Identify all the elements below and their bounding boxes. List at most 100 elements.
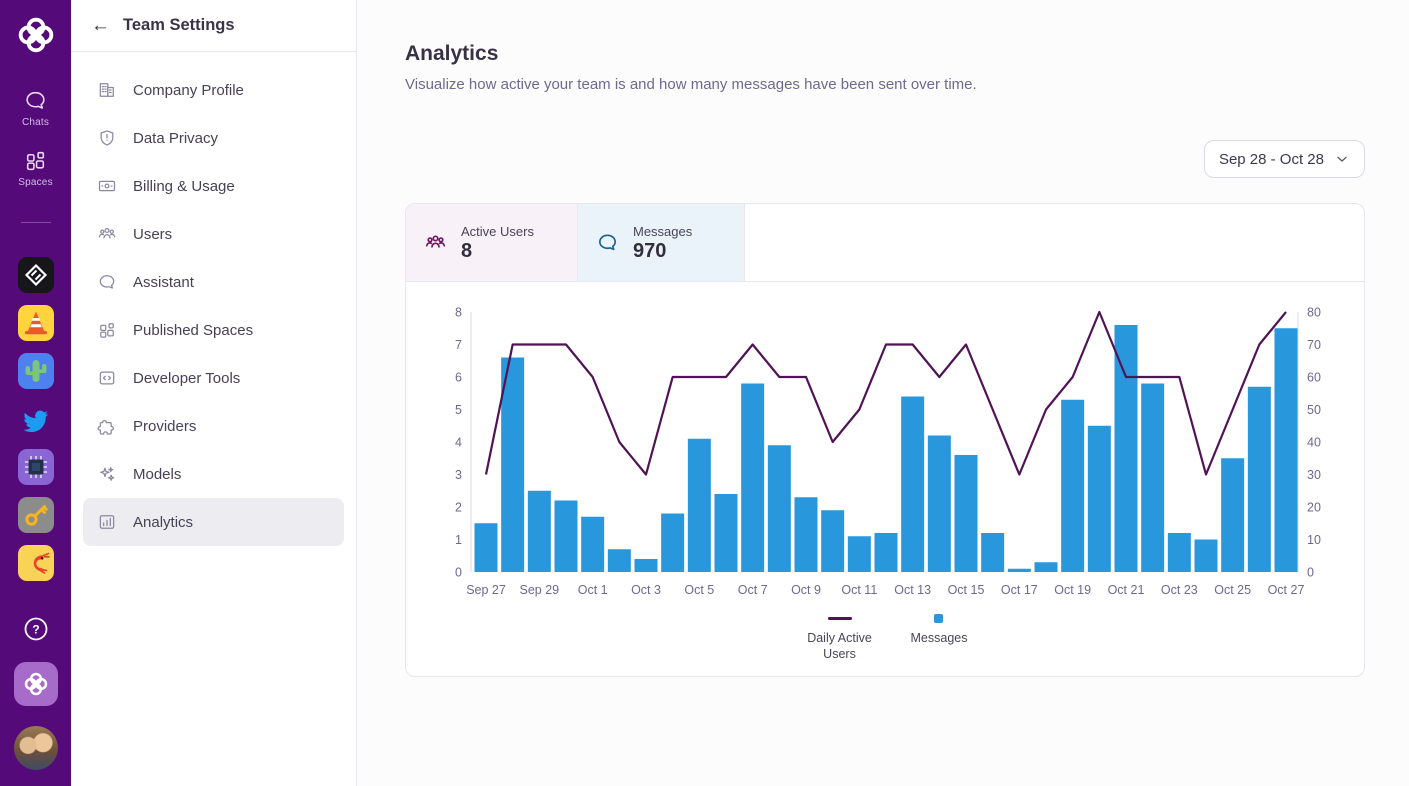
bar-swatch	[934, 614, 944, 623]
primary-sidebar: Chats Spaces	[0, 0, 71, 786]
message-bubble-icon	[596, 231, 619, 254]
right-axis-tick: 50	[1307, 403, 1321, 417]
settings-sidebar: ← Team Settings Company Profile Data Priv…	[71, 0, 357, 786]
right-axis-tick: 80	[1307, 306, 1321, 320]
menu-item-label: Analytics	[133, 513, 194, 531]
chevron-down-icon	[1337, 156, 1347, 162]
black-logo-app[interactable]	[17, 257, 54, 293]
bar	[1141, 383, 1165, 572]
sidebar-item-developer-tools[interactable]: Developer Tools	[83, 354, 344, 402]
shield-icon	[97, 128, 117, 148]
bar	[1034, 562, 1058, 572]
left-axis-tick: 4	[455, 436, 462, 450]
legend-label: Messages	[910, 631, 968, 645]
twitter-app[interactable]	[18, 401, 54, 437]
stat-messages[interactable]: Messages 970	[578, 204, 745, 281]
bar	[767, 445, 791, 572]
right-axis-tick: 20	[1307, 501, 1321, 515]
bar	[607, 549, 631, 572]
right-axis-tick: 10	[1307, 533, 1321, 547]
traffic-cone-app[interactable]	[17, 305, 54, 341]
line-swatch	[827, 617, 852, 620]
menu-item-label: Assistant	[133, 273, 194, 291]
left-axis-tick: 0	[455, 566, 462, 580]
sparkles-icon	[97, 464, 117, 484]
x-axis-label: Sep 29	[520, 583, 560, 597]
settings-header: ← Team Settings	[71, 0, 356, 52]
x-axis-label: Oct 11	[841, 583, 877, 597]
bar	[1274, 328, 1298, 572]
left-axis-tick: 6	[455, 371, 462, 385]
bar	[954, 455, 978, 572]
legend-daily-active-users[interactable]: Daily Active Users	[803, 614, 877, 663]
sidebar-item-assistant[interactable]: Assistant	[83, 258, 344, 306]
bar	[527, 490, 551, 572]
app-dock	[17, 257, 54, 581]
poe-knot-icon	[21, 669, 51, 699]
poe-logo-icon[interactable]	[13, 12, 59, 58]
legend-messages[interactable]: Messages	[910, 614, 968, 646]
menu-item-label: Developer Tools	[133, 369, 241, 387]
sidebar-item-analytics[interactable]: Analytics	[83, 498, 344, 546]
puzzle-icon	[97, 416, 117, 436]
chip-app[interactable]	[17, 449, 54, 485]
bar	[687, 438, 711, 572]
date-range-select[interactable]: Sep 28 - Oct 28	[1203, 140, 1365, 178]
bar	[661, 513, 685, 572]
bar	[981, 533, 1005, 572]
page-subtitle: Visualize how active your team is and ho…	[405, 76, 977, 93]
bar	[1087, 425, 1111, 572]
bar	[1194, 539, 1218, 572]
shrimp-app[interactable]	[17, 545, 54, 581]
menu-item-label: Billing & Usage	[133, 177, 235, 195]
sidebar-item-data-privacy[interactable]: Data Privacy	[83, 114, 344, 162]
stat-active-users[interactable]: Active Users 8	[406, 204, 578, 281]
left-axis-tick: 2	[455, 501, 462, 515]
sidebar-item-published-spaces[interactable]: Published Spaces	[83, 306, 344, 354]
help-icon[interactable]	[23, 616, 49, 642]
x-axis-label: Oct 13	[894, 583, 931, 597]
chip-icon	[18, 449, 54, 485]
bar	[847, 536, 871, 572]
grid-icon	[97, 320, 117, 340]
legend-label: Daily Active Users	[807, 631, 872, 662]
poe-app-tile[interactable]	[13, 662, 58, 706]
sidebar-item-chats[interactable]: Chats	[22, 88, 49, 128]
bubble-icon	[97, 272, 117, 292]
sidebar-item-models[interactable]: Models	[83, 450, 344, 498]
nav-label: Spaces	[18, 177, 53, 188]
bar	[1114, 325, 1138, 572]
cactus-app[interactable]	[17, 353, 54, 389]
bar	[634, 559, 658, 572]
bar	[821, 510, 845, 572]
right-axis-tick: 30	[1307, 468, 1321, 482]
left-axis-tick: 7	[455, 338, 462, 352]
bar	[1221, 458, 1245, 572]
bar	[901, 396, 925, 572]
bar	[794, 497, 818, 572]
user-avatar[interactable]	[13, 726, 58, 770]
sidebar-item-spaces[interactable]: Spaces	[18, 148, 53, 188]
bar	[714, 494, 738, 572]
bar	[927, 435, 951, 572]
back-button[interactable]: ←	[91, 15, 110, 36]
right-axis-tick: 60	[1307, 371, 1321, 385]
sidebar-item-providers[interactable]: Providers	[83, 402, 344, 450]
nav-label: Chats	[21, 117, 50, 128]
sidebar-item-company-profile[interactable]: Company Profile	[83, 66, 344, 114]
key-app[interactable]	[17, 497, 54, 533]
x-axis-label: Oct 27	[1268, 583, 1305, 597]
sidebar-item-users[interactable]: Users	[83, 210, 344, 258]
stats-row: Active Users 8 Messages 970	[406, 204, 1364, 282]
bar	[1007, 568, 1031, 572]
left-axis-tick: 8	[455, 306, 462, 320]
bar	[1247, 386, 1271, 572]
left-axis-tick: 5	[455, 403, 462, 417]
left-axis-tick: 3	[455, 468, 462, 482]
menu-item-label: Company Profile	[133, 81, 244, 99]
key-icon	[18, 497, 54, 533]
sidebar-item-billing-usage[interactable]: Billing & Usage	[83, 162, 344, 210]
x-axis-label: Oct 15	[948, 583, 985, 597]
banknote-icon	[97, 176, 117, 196]
x-axis-label: Oct 19	[1054, 583, 1091, 597]
